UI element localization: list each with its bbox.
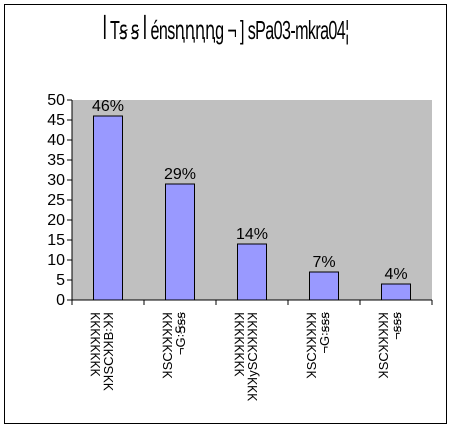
bar — [93, 115, 123, 301]
y-tick-label: 35 — [47, 152, 65, 169]
y-tick-label: 50 — [47, 92, 65, 109]
y-tick-label: 45 — [47, 112, 65, 129]
category-label: ꞰSCꞰꞰꞰꞰꞰ — [376, 312, 391, 378]
bar — [237, 243, 267, 301]
y-tick-label: 40 — [47, 132, 65, 149]
category-label: ꞰꞰSCꞰꞰB꞉ꞰꞰ — [101, 312, 116, 391]
data-label: 4% — [384, 266, 407, 283]
category-label: ꞰꞰꞰySCꞰꞰꞰꞰꞰ — [245, 312, 260, 401]
y-axis: 0 5 10 15 20 25 30 35 40 45 50 — [47, 92, 73, 309]
chart-title: ꟾ Tꞩ ꞩ ꟾ énsꞑꞑꞑꞑg ¬ ] sPa03-mkra04¦ — [102, 15, 349, 45]
bars: 46% 29% 14% 7% 4% — [92, 98, 411, 301]
bar — [165, 183, 195, 301]
y-tick-label: 15 — [47, 232, 65, 249]
category-label: ¬G꞉Ꞩꞩꞩ — [173, 312, 188, 355]
category-label: ꞰSCꞰꞰꞰꞰꞰ — [304, 312, 319, 378]
y-tick-label: 30 — [47, 172, 65, 189]
data-label: 7% — [312, 254, 335, 271]
y-tick-label: 25 — [47, 192, 65, 209]
category-label: ꞰꞰꞰꞰꞰꞰꞰꞰ — [88, 312, 103, 376]
y-tick-label: 10 — [47, 252, 65, 269]
y-tick-label: 0 — [56, 292, 65, 309]
data-label: 46% — [92, 98, 124, 115]
category-label: ¬ꞩꞩꞩ — [389, 312, 404, 340]
y-tick-label: 20 — [47, 212, 65, 229]
y-tick-label: 5 — [56, 272, 65, 289]
category-label: ꞰSCꞰꞰꞰꞰꞰ — [160, 312, 175, 378]
category-label: ꞰꞰꞰꞰꞰꞰꞰꞰ — [232, 312, 247, 376]
data-label: 14% — [236, 226, 268, 243]
data-label: 29% — [164, 166, 196, 183]
category-label: ¬G꞉ꞩꞩꞩ — [317, 312, 332, 354]
bar — [309, 271, 339, 301]
bar — [381, 283, 411, 301]
